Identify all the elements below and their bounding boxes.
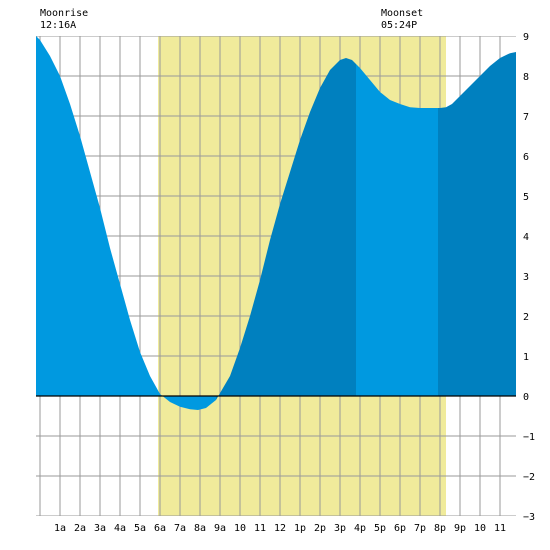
- x-tick-label: 10: [234, 523, 246, 534]
- moonrise-time: 12:16A: [40, 20, 76, 31]
- x-tick-label: 4a: [114, 523, 126, 534]
- y-tick-label: 1: [523, 352, 529, 363]
- moonrise-label: Moonrise: [40, 8, 88, 19]
- x-tick-label: 7p: [414, 523, 426, 534]
- y-tick-label: 8: [523, 72, 529, 83]
- y-tick-label: −2: [523, 472, 535, 483]
- y-tick-label: 0: [523, 392, 529, 403]
- x-tick-label: 5p: [374, 523, 386, 534]
- y-tick-label: 3: [523, 272, 529, 283]
- y-tick-label: 7: [523, 112, 529, 123]
- y-tick-label: −1: [523, 432, 535, 443]
- y-tick-label: 5: [523, 192, 529, 203]
- x-tick-label: 3a: [94, 523, 106, 534]
- x-tick-label: 2a: [74, 523, 86, 534]
- x-tick-label: 10: [474, 523, 486, 534]
- x-tick-label: 9p: [454, 523, 466, 534]
- x-tick-label: 12: [274, 523, 286, 534]
- x-tick-label: 4p: [354, 523, 366, 534]
- moonset-label: Moonset: [381, 8, 423, 19]
- x-tick-label: 7a: [174, 523, 186, 534]
- x-tick-label: 5a: [134, 523, 146, 534]
- x-tick-label: 1a: [54, 523, 66, 534]
- y-tick-label: 6: [523, 152, 529, 163]
- x-tick-label: 8a: [194, 523, 206, 534]
- x-tick-label: 6p: [394, 523, 406, 534]
- x-tick-label: 1p: [294, 523, 306, 534]
- x-tick-label: 11: [494, 523, 506, 534]
- moonset-time: 05:24P: [381, 20, 417, 31]
- x-tick-label: 8p: [434, 523, 446, 534]
- x-tick-label: 2p: [314, 523, 326, 534]
- y-tick-label: 2: [523, 312, 529, 323]
- y-tick-label: −3: [523, 512, 535, 523]
- x-tick-label: 3p: [334, 523, 346, 534]
- y-tick-label: 4: [523, 232, 529, 243]
- x-tick-label: 11: [254, 523, 266, 534]
- x-tick-label: 6a: [154, 523, 166, 534]
- y-tick-label: 9: [523, 32, 529, 43]
- x-tick-label: 9a: [214, 523, 226, 534]
